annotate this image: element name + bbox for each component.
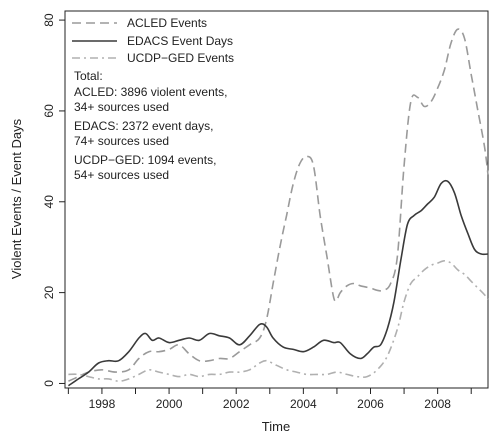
legend-label-acled: ACLED Events: [127, 16, 207, 30]
series-layer: [67, 28, 489, 387]
x-tick-label: 1998: [89, 397, 116, 411]
totals-annotation: Total: ACLED: 3896 violent events, 34+ s…: [74, 69, 227, 182]
y-tick-label: 0: [42, 380, 56, 387]
y-tick-label: 60: [42, 104, 56, 118]
y-axis: 0 20 40 60 80: [42, 13, 65, 387]
legend: ACLED Events EDACS Event Days UCDP−GED E…: [72, 16, 234, 65]
series-line-acled: [68, 28, 489, 382]
x-tick-label: 2002: [223, 397, 250, 411]
series-line-ucdp: [68, 260, 489, 382]
legend-label-ucdp: UCDP−GED Events: [127, 51, 234, 65]
totals-line-acled: ACLED: 3896 violent events,: [74, 85, 227, 99]
y-tick-label: 80: [42, 13, 56, 27]
legend-label-edacs: EDACS Event Days: [127, 34, 233, 48]
y-axis-label: Violent Events / Event Days: [9, 118, 24, 279]
series-line-edacs: [67, 179, 489, 387]
y-tick-label: 40: [42, 195, 56, 209]
totals-heading: Total:: [74, 69, 103, 83]
x-tick-label: 2004: [290, 397, 317, 411]
x-axis: 1998 2000 2002 2004 2006 2008: [67, 388, 472, 411]
totals-line-edacs: EDACS: 2372 event days,: [74, 119, 213, 133]
x-tick-label: 2000: [156, 397, 183, 411]
totals-line-acled-sources: 34+ sources used: [74, 100, 169, 114]
x-tick-label: 2006: [357, 397, 384, 411]
totals-line-ucdp-sources: 54+ sources used: [74, 168, 169, 182]
totals-line-edacs-sources: 74+ sources used: [74, 134, 169, 148]
y-tick-label: 20: [42, 286, 56, 300]
x-tick-label: 2008: [424, 397, 451, 411]
plot-frame: [64, 10, 489, 389]
x-axis-label: Time: [262, 419, 290, 434]
totals-line-ucdp: UCDP−GED: 1094 events,: [74, 153, 216, 167]
